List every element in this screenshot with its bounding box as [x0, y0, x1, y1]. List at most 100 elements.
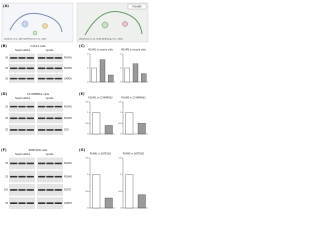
bar — [137, 194, 146, 209]
row-label: PGAM5 — [64, 175, 72, 178]
blot-band — [26, 105, 34, 108]
y-tick-label: 1 — [87, 174, 89, 176]
y-tick-label: 0 — [87, 208, 89, 210]
y-tick-label: 2 — [120, 54, 122, 56]
blot-band — [38, 117, 46, 120]
blot-band — [10, 77, 18, 80]
chart-title: PGAM5 in C2-MMP6K2 — [121, 97, 146, 100]
row-label: GAPDH — [64, 77, 72, 80]
blot-band — [18, 67, 26, 70]
y-tick-label: 1 — [120, 174, 122, 176]
kda-label: 25 — [5, 67, 8, 70]
blot-band — [46, 202, 54, 204]
tag-box — [127, 3, 147, 10]
blot-band — [54, 57, 62, 59]
blot-band — [38, 105, 46, 108]
row-label: PGAM1 — [64, 57, 72, 60]
bar — [108, 74, 114, 83]
blot-band — [10, 175, 18, 178]
blot-band — [38, 129, 46, 131]
kda-label: 25 — [5, 117, 8, 120]
y-tick-label: 0.5 — [118, 123, 122, 125]
y-tick-label: 1 — [87, 68, 89, 70]
blot-band — [38, 77, 46, 80]
vesicle — [122, 21, 128, 27]
blot-band — [38, 162, 46, 165]
y-tick-label: 0.5 — [118, 191, 122, 193]
caption: [3] Johnson et al., 2013 [4] Zhang et al… — [79, 38, 123, 41]
y-tick-label: 2 — [87, 54, 89, 56]
blot-header: Lysate — [46, 97, 54, 100]
blot-band — [18, 57, 26, 59]
bar — [137, 123, 146, 135]
y-tick-label: 1.5 — [118, 158, 122, 160]
y-tick-label: 1 — [87, 112, 89, 114]
blot-band — [10, 162, 18, 165]
kda-label: 35 — [5, 202, 8, 205]
blot-band — [46, 57, 54, 59]
blot-band — [10, 105, 18, 108]
blot-band — [26, 162, 34, 165]
blot-band — [26, 77, 34, 80]
kda-label: 25 — [5, 175, 8, 178]
kda-label: 100 — [4, 189, 9, 192]
blot-band — [26, 67, 34, 70]
blot-band — [18, 117, 26, 120]
schematic-right — [76, 2, 149, 43]
kda-label: 25 — [5, 129, 8, 132]
blot-band — [46, 189, 54, 191]
blot-band — [54, 117, 62, 120]
panel-label: (G) — [79, 148, 85, 152]
cell-membrane — [84, 10, 143, 36]
kda-label: 35 — [5, 77, 8, 80]
figure: (A) [1] Zhou et al., 2015 [2] Pinheiro et… — [1, 2, 149, 210]
blot-band — [26, 189, 34, 191]
blot-band — [26, 129, 34, 131]
schematic-left — [1, 2, 74, 43]
blot-band — [10, 117, 18, 120]
row-label: PGAM5 — [64, 67, 72, 70]
chart-title: PGAM1 in SORT1KO — [90, 153, 112, 156]
blot-band — [10, 129, 18, 131]
kda-label: 35 — [5, 57, 8, 60]
y-tick-label: 0 — [120, 82, 122, 84]
bar — [132, 63, 139, 83]
blot-title: SORT1KO cells — [29, 148, 48, 152]
kda-label: 35 — [5, 162, 8, 165]
bar — [141, 73, 147, 83]
blot-band — [38, 67, 46, 70]
blot-band — [10, 67, 18, 70]
blot-band — [54, 189, 62, 191]
panel-label: (E) — [79, 92, 85, 96]
tag: PGAM5 — [132, 5, 142, 9]
blot-band — [54, 129, 62, 131]
blot-band — [54, 175, 62, 178]
blot-band — [54, 202, 62, 204]
blot-band — [18, 162, 26, 165]
caption: [1] Zhou et al., 2015 [2] Pinheiro et al… — [4, 38, 47, 41]
row-label: PGAM1 — [64, 162, 72, 165]
blot-band — [54, 77, 62, 80]
y-tick-label: 0.5 — [85, 123, 89, 125]
bar — [124, 67, 130, 83]
vesicle — [21, 20, 29, 28]
blot-header: Lysate — [46, 49, 54, 52]
y-tick-label: 0 — [87, 82, 89, 84]
blot-band — [54, 67, 62, 70]
panel-label: (A) — [3, 4, 9, 8]
chart-title: PGAM5 in muscle cells — [121, 49, 146, 52]
y-tick-label: 0 — [120, 208, 122, 210]
blot-band — [38, 202, 46, 204]
blot-band — [26, 117, 34, 120]
chart-title: PGAM1 in muscle cells — [88, 49, 113, 52]
y-tick-label: 1.5 — [85, 158, 89, 160]
blot-band — [18, 105, 26, 108]
row-label: PGAM1 — [64, 105, 72, 108]
blot-band — [54, 105, 62, 108]
blot-band — [26, 175, 34, 178]
blot-band — [46, 175, 54, 178]
bar — [99, 59, 106, 83]
blot-title: C2-MMP6K2 cells — [27, 92, 50, 96]
blot-band — [38, 175, 46, 178]
blot-band — [46, 67, 54, 70]
